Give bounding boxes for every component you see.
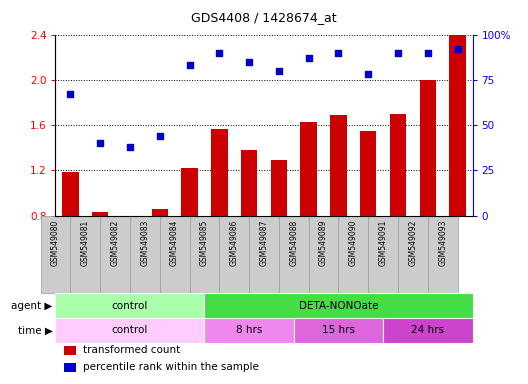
Bar xyxy=(241,150,257,216)
Bar xyxy=(190,216,219,293)
Text: transformed count: transformed count xyxy=(82,345,180,356)
Point xyxy=(454,46,462,52)
Text: GSM549080: GSM549080 xyxy=(51,220,60,266)
Text: DETA-NONOate: DETA-NONOate xyxy=(299,301,378,311)
Bar xyxy=(420,80,436,216)
Point xyxy=(423,50,432,56)
Text: GSM549084: GSM549084 xyxy=(170,220,179,266)
Point xyxy=(305,55,313,61)
Point xyxy=(126,144,134,150)
Text: GSM549083: GSM549083 xyxy=(140,220,149,266)
Bar xyxy=(428,216,458,293)
Bar xyxy=(449,30,466,216)
Bar xyxy=(383,318,473,343)
Bar xyxy=(64,362,76,372)
Text: time ▶: time ▶ xyxy=(18,325,53,335)
Text: GSM549082: GSM549082 xyxy=(110,220,119,266)
Point xyxy=(245,59,253,65)
Bar xyxy=(55,293,204,318)
Text: agent ▶: agent ▶ xyxy=(12,301,53,311)
Bar xyxy=(92,212,108,216)
Bar xyxy=(204,318,294,343)
Bar xyxy=(100,216,130,293)
Text: GSM549081: GSM549081 xyxy=(81,220,90,266)
Bar xyxy=(219,216,249,293)
Bar xyxy=(398,216,428,293)
Text: GSM549093: GSM549093 xyxy=(438,220,447,266)
Bar xyxy=(271,160,287,216)
Text: 24 hrs: 24 hrs xyxy=(411,325,445,335)
Bar xyxy=(360,131,376,216)
Bar xyxy=(152,209,168,216)
Point xyxy=(364,71,373,78)
Bar xyxy=(279,216,309,293)
Point xyxy=(66,91,74,98)
Bar xyxy=(294,318,383,343)
Text: 8 hrs: 8 hrs xyxy=(236,325,262,335)
Bar xyxy=(181,168,197,216)
Bar xyxy=(309,216,338,293)
Text: percentile rank within the sample: percentile rank within the sample xyxy=(82,362,258,372)
Text: GSM549091: GSM549091 xyxy=(379,220,388,266)
Text: GSM549087: GSM549087 xyxy=(259,220,269,266)
Bar xyxy=(159,216,190,293)
Bar xyxy=(249,216,279,293)
Text: GDS4408 / 1428674_at: GDS4408 / 1428674_at xyxy=(191,11,337,24)
Text: GSM549085: GSM549085 xyxy=(200,220,209,266)
Bar xyxy=(62,172,79,216)
Text: GSM549086: GSM549086 xyxy=(230,220,239,266)
Bar xyxy=(70,216,100,293)
Bar xyxy=(64,346,76,355)
Bar xyxy=(390,114,406,216)
Bar xyxy=(55,318,204,343)
Text: GSM549089: GSM549089 xyxy=(319,220,328,266)
Bar xyxy=(130,216,159,293)
Point xyxy=(96,140,105,146)
Point xyxy=(394,50,402,56)
Bar xyxy=(369,216,398,293)
Text: GSM549090: GSM549090 xyxy=(349,220,358,266)
Text: control: control xyxy=(112,325,148,335)
Point xyxy=(275,68,283,74)
Bar xyxy=(211,129,228,216)
Bar xyxy=(300,122,317,216)
Point xyxy=(334,50,343,56)
Point xyxy=(215,50,223,56)
Bar xyxy=(331,115,347,216)
Bar xyxy=(204,293,473,318)
Bar xyxy=(41,216,70,293)
Text: 15 hrs: 15 hrs xyxy=(322,325,355,335)
Text: control: control xyxy=(112,301,148,311)
Bar xyxy=(122,216,138,217)
Text: GSM549092: GSM549092 xyxy=(409,220,418,266)
Bar xyxy=(338,216,369,293)
Point xyxy=(185,62,194,68)
Text: GSM549088: GSM549088 xyxy=(289,220,298,266)
Point xyxy=(155,133,164,139)
